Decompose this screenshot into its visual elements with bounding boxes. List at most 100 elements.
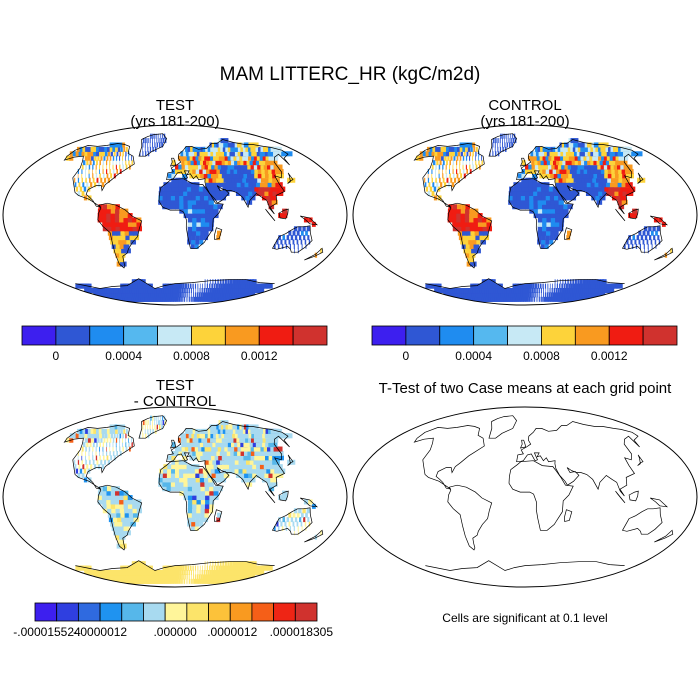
coastline-southAmerica bbox=[97, 484, 143, 551]
grid-cell bbox=[207, 574, 211, 580]
grid-cell bbox=[187, 512, 193, 518]
grid-cell bbox=[98, 146, 103, 152]
grid-cell bbox=[128, 512, 135, 518]
grid-cell bbox=[170, 472, 176, 478]
grid-cell bbox=[247, 561, 252, 567]
grid-cell bbox=[552, 283, 553, 289]
grid-cell bbox=[520, 288, 524, 294]
ttest-coastlines bbox=[413, 415, 674, 571]
grid-cell bbox=[516, 195, 522, 201]
grid-cell bbox=[508, 199, 513, 205]
grid-cell bbox=[171, 168, 176, 174]
grid-cell bbox=[195, 168, 201, 174]
grid-cell bbox=[188, 168, 194, 174]
grid-cell bbox=[109, 446, 111, 452]
grid-cell bbox=[100, 177, 103, 183]
grid-cell bbox=[585, 190, 592, 196]
grid-cell bbox=[106, 217, 112, 223]
grid-cell bbox=[150, 415, 152, 421]
grid-cell bbox=[499, 138, 501, 144]
grid-cell bbox=[107, 151, 111, 157]
grid-cell bbox=[246, 186, 253, 192]
grid-cell bbox=[465, 221, 471, 227]
grid-cell bbox=[152, 142, 153, 148]
grid-cell bbox=[84, 433, 89, 439]
grid-cell bbox=[638, 230, 642, 236]
grid-cell bbox=[127, 217, 133, 223]
grid-cell bbox=[115, 486, 120, 492]
grid-cell bbox=[506, 288, 512, 294]
grid-cell bbox=[195, 450, 201, 456]
grid-cell bbox=[282, 495, 288, 501]
grid-cell bbox=[92, 164, 94, 170]
grid-cell bbox=[200, 292, 203, 298]
grid-cell bbox=[541, 151, 547, 157]
grid-cell bbox=[97, 437, 100, 443]
grid-cell bbox=[639, 243, 642, 249]
grid-cell bbox=[264, 177, 273, 183]
grid-cell bbox=[115, 204, 120, 210]
grid-cell bbox=[181, 168, 187, 174]
grid-cell bbox=[194, 565, 197, 571]
grid-cell bbox=[183, 574, 185, 580]
grid-cell bbox=[207, 292, 211, 298]
grid-cell bbox=[222, 468, 229, 474]
grid-cell bbox=[181, 450, 187, 456]
grid-cell bbox=[106, 428, 111, 434]
grid-cell bbox=[97, 155, 100, 161]
grid-cell bbox=[104, 428, 108, 434]
grid-cell bbox=[486, 217, 492, 223]
grid-cell bbox=[472, 142, 476, 148]
grid-cell bbox=[264, 472, 271, 478]
grid-cell bbox=[567, 204, 573, 210]
grid-cell bbox=[136, 503, 142, 509]
grid-cell bbox=[139, 151, 141, 157]
grid-cell bbox=[122, 151, 124, 157]
grid-cell bbox=[462, 160, 464, 166]
grid-cell bbox=[200, 213, 206, 219]
grid-cell bbox=[521, 160, 526, 166]
grid-cell bbox=[167, 173, 172, 179]
grid-cell bbox=[195, 235, 200, 241]
grid-cell bbox=[147, 428, 149, 434]
grid-cell bbox=[109, 164, 111, 170]
grid-cell bbox=[119, 164, 121, 170]
grid-cell bbox=[308, 239, 311, 245]
grid-cell bbox=[512, 195, 518, 201]
grid-cell bbox=[127, 499, 133, 505]
grid-cell bbox=[189, 283, 192, 289]
grid-cell bbox=[532, 186, 538, 192]
grid-cell bbox=[185, 151, 191, 157]
grid-cell bbox=[171, 177, 176, 183]
grid-cell bbox=[242, 468, 249, 474]
grid-cell bbox=[482, 226, 488, 232]
grid-cell bbox=[209, 450, 216, 456]
grid-cell bbox=[644, 248, 645, 254]
grid-cell bbox=[572, 283, 576, 289]
grid-cell bbox=[222, 186, 229, 192]
grid-cell bbox=[238, 565, 243, 571]
grid-cell bbox=[205, 499, 210, 505]
ttest-map-border bbox=[352, 406, 698, 588]
grid-cell bbox=[123, 217, 129, 223]
grid-cell bbox=[199, 151, 205, 157]
grid-cell bbox=[121, 248, 128, 254]
grid-cell bbox=[243, 173, 251, 179]
grid-cell bbox=[164, 292, 169, 298]
grid-cell bbox=[112, 164, 114, 170]
grid-cell bbox=[459, 142, 464, 148]
grid-cell bbox=[555, 213, 560, 219]
grid-cell bbox=[191, 517, 196, 523]
grid-cell bbox=[187, 442, 193, 448]
grid-cell bbox=[544, 292, 547, 298]
grid-cell bbox=[579, 279, 583, 285]
grid-cell bbox=[296, 230, 300, 236]
grid-cell bbox=[102, 490, 107, 496]
grid-cell bbox=[105, 160, 108, 166]
grid-cell bbox=[185, 428, 190, 434]
grid-cell bbox=[115, 446, 117, 452]
grid-cell bbox=[537, 146, 542, 152]
grid-cell bbox=[144, 142, 146, 148]
grid-cell bbox=[163, 464, 168, 470]
grid-cell bbox=[110, 490, 116, 496]
